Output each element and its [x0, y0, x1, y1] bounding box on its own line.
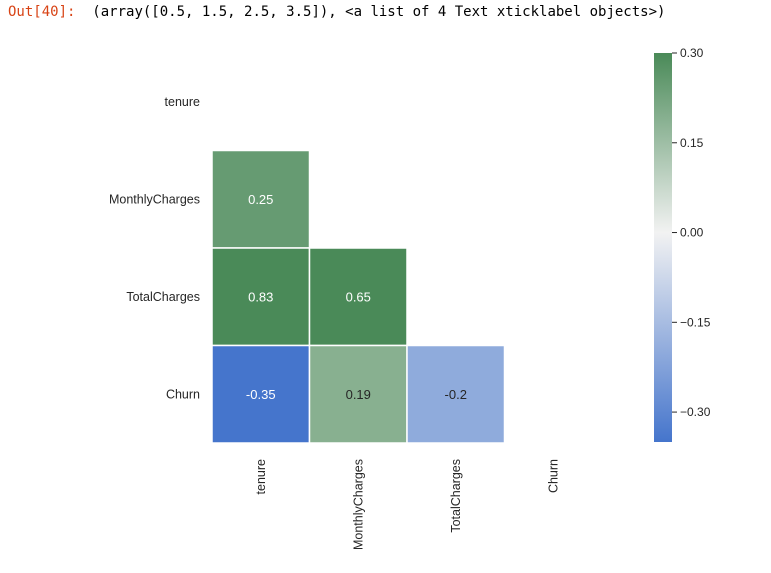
output-prompt: Out[40]: — [8, 4, 76, 20]
x-tick-label-churn: Churn — [546, 459, 560, 493]
y-tick-labels: tenure MonthlyCharges TotalCharges Churn — [109, 95, 200, 402]
colorbar-gradient — [654, 53, 672, 442]
heatmap-cell-totalcharges-monthlycharges — [308, 247, 408, 347]
output-text: (array([0.5, 1.5, 2.5, 3.5]), <a list of… — [92, 4, 666, 20]
y-tick-label-tenure: tenure — [165, 95, 200, 109]
cell-value-label: -0.2 — [445, 387, 467, 402]
y-tick-label-monthlycharges: MonthlyCharges — [109, 192, 200, 206]
colorbar-tick-label: 0.00 — [680, 226, 704, 240]
cell-value-label: 0.19 — [346, 387, 371, 402]
heatmap-cell-churn-tenure — [211, 344, 311, 444]
y-tick-label-churn: Churn — [166, 387, 200, 401]
y-tick-label-totalcharges: TotalCharges — [126, 290, 200, 304]
output-line: Out[40]: (array([0.5, 1.5, 2.5, 3.5]), <… — [8, 4, 665, 20]
colorbar-tick-label: 0.30 — [680, 46, 704, 60]
cell-value-label: 0.65 — [346, 289, 371, 304]
heatmap-cell-churn-monthlycharges — [308, 344, 408, 444]
colorbar-tick-label: −0.15 — [680, 315, 711, 329]
x-tick-label-totalcharges: TotalCharges — [449, 459, 463, 533]
x-tick-label-tenure: tenure — [254, 459, 268, 494]
heatmap-cells: 0.25 0.83 0.65 -0.35 0.19 -0.2 — [211, 149, 506, 444]
heatmap-cell-churn-totalcharges — [406, 344, 506, 444]
x-tick-label-monthlycharges: MonthlyCharges — [351, 459, 365, 550]
cell-value-label: -0.35 — [246, 387, 276, 402]
colorbar: 0.30 0.15 0.00 −0.15 −0.30 — [654, 46, 711, 442]
cell-value-label: 0.83 — [248, 289, 273, 304]
heatmap-cell-totalcharges-tenure — [211, 247, 311, 347]
cell-value-label: 0.25 — [248, 192, 273, 207]
colorbar-tick-label: −0.30 — [680, 405, 711, 419]
x-tick-labels: tenure MonthlyCharges TotalCharges Churn — [254, 459, 561, 550]
colorbar-tick-label: 0.15 — [680, 136, 704, 150]
